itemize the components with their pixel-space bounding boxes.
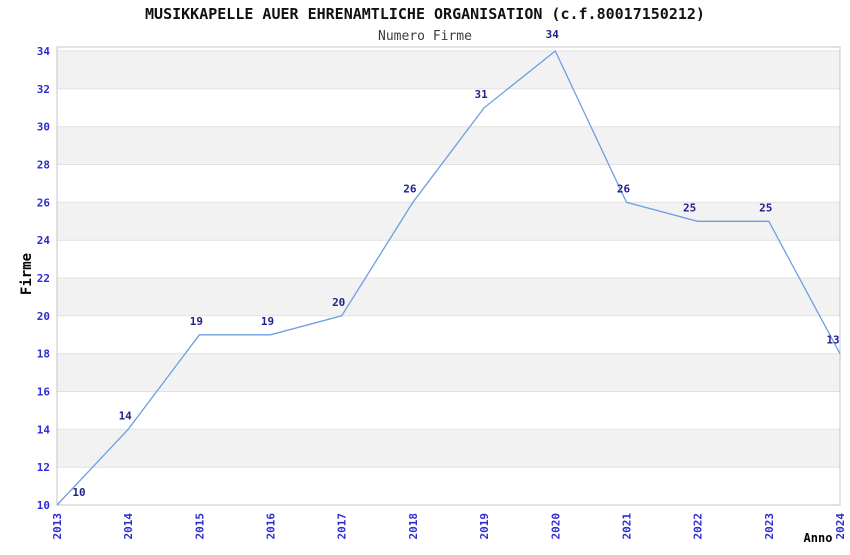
x-tick-label: 2022 <box>692 513 705 540</box>
point-label-group: 10 14 19 19 20 26 31 34 26 25 25 13 <box>72 28 839 499</box>
plot-band-group <box>57 51 840 468</box>
x-tick-label: 2019 <box>478 513 491 540</box>
x-tick-label: 2016 <box>265 513 278 540</box>
point-label: 25 <box>683 201 696 214</box>
point-label: 25 <box>759 201 772 214</box>
plot-band <box>57 353 840 392</box>
x-tick-label: 2015 <box>193 513 206 540</box>
point-label: 34 <box>546 28 560 41</box>
x-tick-label: 2024 <box>834 513 847 540</box>
point-label: 14 <box>119 409 133 422</box>
y-tick-label: 30 <box>37 121 50 134</box>
y-tick-label: 20 <box>37 310 50 323</box>
x-tick-label: 2021 <box>621 513 634 540</box>
point-label: 26 <box>403 182 417 195</box>
point-label: 19 <box>261 315 274 328</box>
x-tick-label: 2020 <box>549 513 562 540</box>
point-label: 19 <box>190 315 203 328</box>
y-tick-label: 18 <box>37 348 50 361</box>
plot-band <box>57 51 840 89</box>
point-label: 31 <box>474 88 488 101</box>
y-tick-label: 22 <box>37 272 50 285</box>
y-axis-title: Firme <box>19 253 35 295</box>
x-axis-title: Anno <box>804 531 833 545</box>
point-label: 20 <box>332 296 345 309</box>
y-tick-label: 24 <box>37 234 51 247</box>
x-axis-tick-labels: 2013 2014 2015 2016 2017 2018 2019 2020 2021 2022… <box>51 513 847 540</box>
chart-subtitle: Numero Firme <box>378 29 472 44</box>
plot-band <box>57 278 840 316</box>
x-tick-label: 2023 <box>763 513 776 540</box>
y-tick-label: 26 <box>37 196 51 209</box>
point-label: 26 <box>617 182 631 195</box>
plot-band <box>57 126 840 165</box>
x-tick-label: 2013 <box>51 513 64 540</box>
y-tick-label: 12 <box>37 461 50 474</box>
gridline-group <box>57 50 840 468</box>
x-tick-label: 2018 <box>407 513 420 540</box>
y-tick-label: 14 <box>37 423 51 436</box>
y-axis-tick-labels: 10 12 14 16 18 20 22 24 26 28 30 32 34 <box>37 45 51 512</box>
x-tick-label: 2017 <box>336 513 349 540</box>
data-line <box>56 49 841 506</box>
x-tick-label: 2014 <box>122 513 135 540</box>
plot-band <box>57 429 840 468</box>
y-tick-label: 32 <box>37 83 50 96</box>
point-label: 13 <box>826 334 839 347</box>
chart-title: MUSIKKAPELLE AUER EHRENAMTLICHE ORGANISA… <box>145 5 705 23</box>
y-tick-label: 10 <box>37 499 50 512</box>
y-tick-label: 28 <box>37 159 50 172</box>
y-tick-label: 34 <box>37 45 51 58</box>
y-tick-label: 16 <box>37 386 51 399</box>
plot-border <box>56 46 841 506</box>
point-label: 10 <box>72 486 85 499</box>
